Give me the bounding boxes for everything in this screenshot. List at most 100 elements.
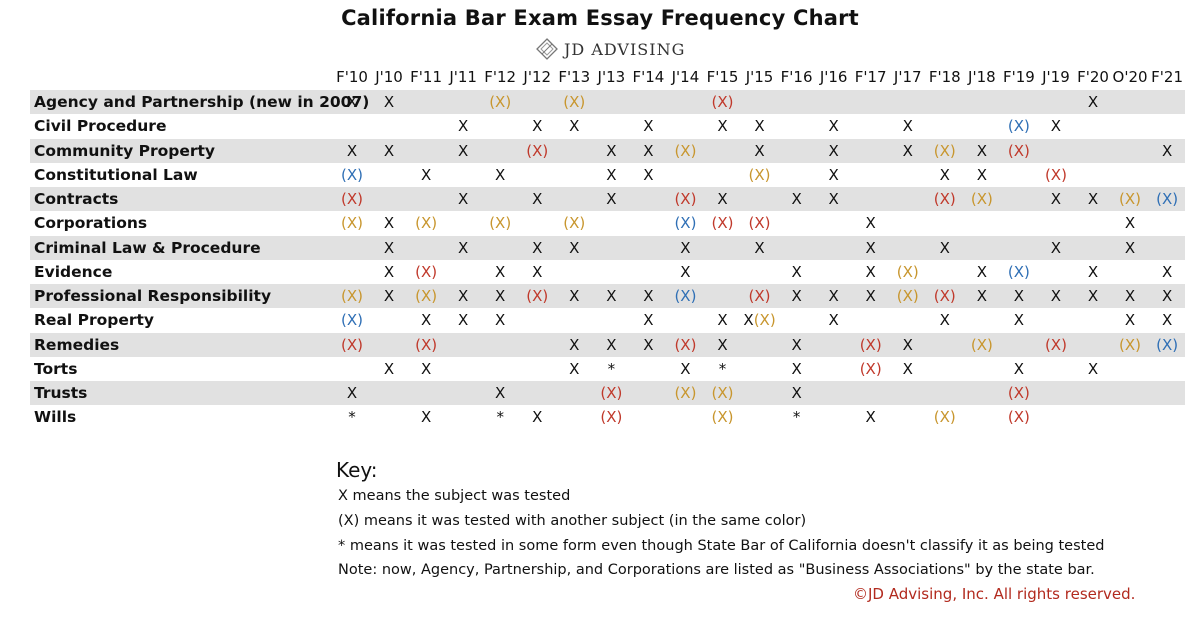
column-header: J'18 xyxy=(968,68,996,86)
table-cell: X xyxy=(717,190,728,208)
table-cell: X xyxy=(458,141,469,160)
table-cell: X xyxy=(791,190,802,208)
table-cell: X xyxy=(939,165,950,184)
table-cell: X xyxy=(1050,287,1062,305)
row-label: Agency and Partnership (new in 2007) xyxy=(34,93,370,111)
table-cell: X xyxy=(1050,117,1062,136)
table-cell: X xyxy=(902,141,913,160)
table-cell: X(X) xyxy=(743,311,776,330)
table-cell: X xyxy=(420,359,432,378)
key-title: Key: xyxy=(336,458,378,482)
table-cell: (X) xyxy=(970,335,993,354)
table-cell: * xyxy=(496,408,504,427)
table-cell: X xyxy=(383,287,395,305)
table-cell: (X) xyxy=(1156,190,1179,208)
table-cell: X xyxy=(643,335,654,354)
table-cell: X xyxy=(791,335,802,354)
column-header: F'19 xyxy=(1002,68,1035,86)
table-cell: X xyxy=(1013,311,1025,330)
table-cell: (X) xyxy=(674,214,697,233)
table-cell: X xyxy=(717,311,728,330)
table-cell: X xyxy=(346,384,358,402)
row-label: Constitutional Law xyxy=(34,165,198,184)
key-line-note: Note: now, Agency, Partnership, and Corp… xyxy=(338,562,1095,578)
table-cell: (X) xyxy=(674,287,697,305)
table-cell: X xyxy=(976,141,987,160)
table-cell: (X) xyxy=(896,287,919,305)
row-label: Contracts xyxy=(34,190,119,208)
table-cell: X xyxy=(569,287,580,305)
table-cell: X xyxy=(976,165,987,184)
column-header: J'14 xyxy=(671,68,700,86)
table-cell: (X) xyxy=(1007,117,1030,136)
row-label: Corporations xyxy=(34,214,148,233)
key-line-asterisk: * means it was tested in some form even … xyxy=(338,538,1105,554)
table-row xyxy=(30,90,1185,114)
table-cell: (X) xyxy=(341,311,363,330)
table-cell: X xyxy=(754,141,765,160)
table-cell: X xyxy=(532,408,543,427)
column-header: F'13 xyxy=(558,68,591,86)
table-row xyxy=(30,187,1185,211)
table-cell: (X) xyxy=(674,190,697,208)
table-cell: (X) xyxy=(1156,335,1179,354)
column-header: J'10 xyxy=(375,68,403,86)
table-cell: X xyxy=(1124,214,1136,233)
column-header: J'13 xyxy=(597,68,626,86)
row-label: Community Property xyxy=(34,141,216,160)
table-cell: (X) xyxy=(859,359,882,378)
column-header: F'20 xyxy=(1077,68,1109,86)
brand-name: JD ADVISING xyxy=(564,39,686,59)
table-cell: (X) xyxy=(526,141,549,160)
table-cell: (X) xyxy=(1119,335,1142,354)
table-cell: (X) xyxy=(415,287,438,305)
table-cell: X xyxy=(1087,93,1099,111)
table-cell: X xyxy=(939,238,950,257)
table-cell: X xyxy=(828,165,839,184)
row-label: Torts xyxy=(34,359,78,378)
table-cell: X xyxy=(346,93,358,111)
table-cell: X xyxy=(902,335,913,354)
table-cell: X xyxy=(458,238,469,257)
table-cell: (X) xyxy=(415,262,438,281)
table-cell: X xyxy=(828,190,839,208)
table-cell: (X) xyxy=(1119,190,1142,208)
column-header: J'19 xyxy=(1042,68,1070,86)
table-cell: X xyxy=(643,311,654,330)
table-cell: X xyxy=(1013,287,1025,305)
table-cell: X xyxy=(458,311,469,330)
table-cell: X xyxy=(1087,190,1099,208)
table-cell: (X) xyxy=(859,335,882,354)
table-cell: X xyxy=(643,141,654,160)
row-label: Wills xyxy=(34,408,77,427)
column-header: F'11 xyxy=(410,68,443,86)
column-header: J'17 xyxy=(893,68,922,86)
brand-logo: JD ADVISING xyxy=(536,36,685,62)
column-header: J'15 xyxy=(745,68,774,86)
table-cell: X xyxy=(865,238,876,257)
table-cell: X xyxy=(606,141,617,160)
table-cell: X xyxy=(1087,359,1099,378)
table-cell: (X) xyxy=(415,335,438,354)
key-line-paren-x: (X) means it was tested with another sub… xyxy=(338,513,807,529)
table-cell: (X) xyxy=(600,408,623,427)
table-cell: X xyxy=(680,359,691,378)
table-cell: X xyxy=(643,287,654,305)
table-cell: X xyxy=(791,359,802,378)
table-row xyxy=(30,235,1185,260)
column-header: F'17 xyxy=(854,68,887,86)
table-cell: X xyxy=(791,384,802,402)
row-label: Criminal Law & Procedure xyxy=(34,238,261,257)
table-cell: X xyxy=(606,190,617,208)
column-header: F'21 xyxy=(1151,68,1184,86)
column-header: F'16 xyxy=(780,68,813,86)
table-cell: X xyxy=(1124,287,1136,305)
table-cell: X xyxy=(495,287,506,305)
table-cell: X xyxy=(495,311,506,330)
table-cell: X xyxy=(717,335,728,354)
table-cell: (X) xyxy=(933,408,956,427)
table-cell: X xyxy=(383,238,395,257)
table-cell: X xyxy=(791,287,802,305)
column-header: F'15 xyxy=(706,68,739,86)
table-cell: X xyxy=(828,117,839,136)
